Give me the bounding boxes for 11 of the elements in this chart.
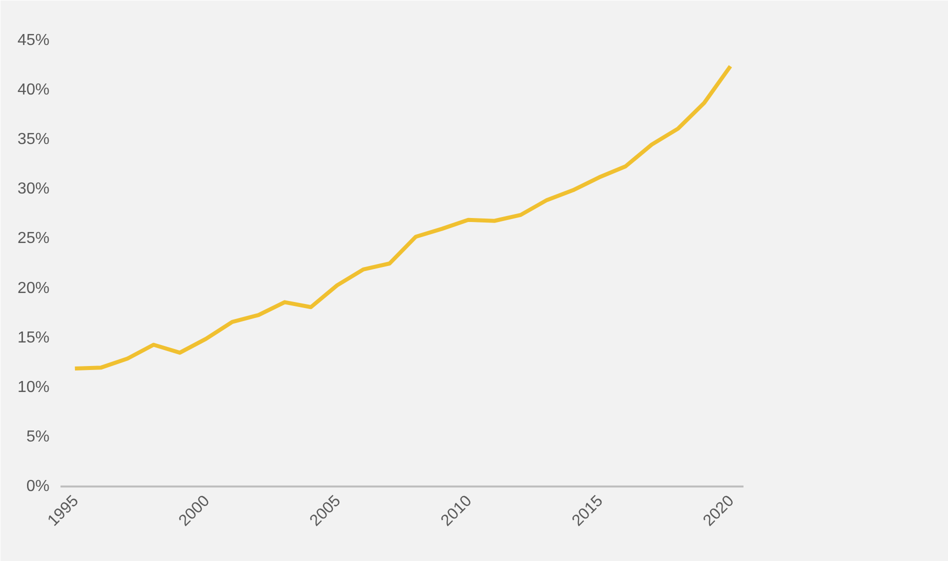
y-tick-label: 10% bbox=[17, 378, 50, 396]
y-tick-label: 15% bbox=[17, 329, 50, 346]
y-tick-label: 45% bbox=[17, 32, 50, 49]
line-series bbox=[72, 64, 732, 371]
y-tick-label: 20% bbox=[17, 280, 50, 297]
y-tick-label: 5% bbox=[26, 428, 50, 446]
y-tick-label: 25% bbox=[17, 230, 50, 248]
y-tick-label: 35% bbox=[17, 131, 50, 148]
y-tick-label: 40% bbox=[17, 82, 50, 99]
y-tick-label: 0% bbox=[26, 478, 50, 495]
y-tick-label: 30% bbox=[17, 180, 50, 198]
